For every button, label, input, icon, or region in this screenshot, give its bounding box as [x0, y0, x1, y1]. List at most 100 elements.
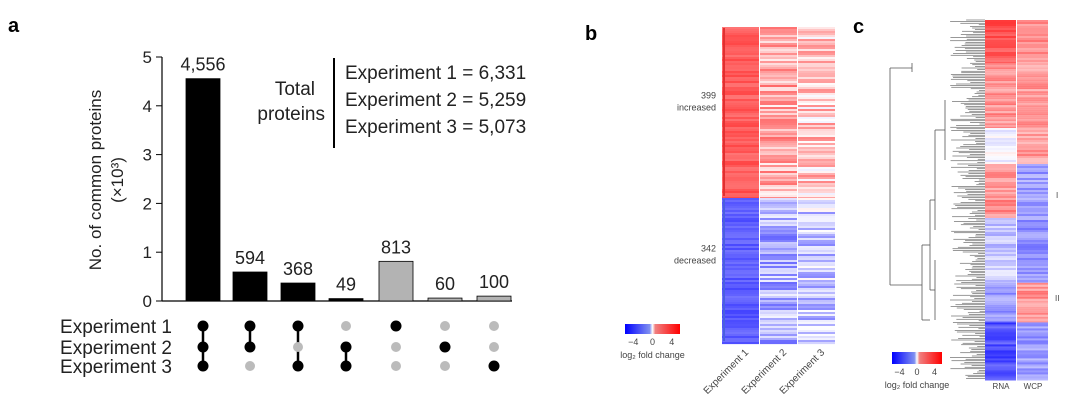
- heatmap-cell: [985, 152, 1016, 155]
- heatmap-cell: [722, 103, 759, 106]
- heatmap-cell: [985, 184, 1016, 187]
- heatmap-cell: [985, 372, 1016, 375]
- heatmap-cell: [722, 57, 759, 60]
- heatmap-cell: [1017, 115, 1048, 118]
- heatmap-cell: [1017, 136, 1048, 139]
- heatmap-cell: [1017, 184, 1048, 187]
- heatmap-cell: [985, 140, 1016, 143]
- heatmap-cell: [1017, 186, 1048, 189]
- heatmap-cell: [1017, 344, 1048, 347]
- heatmap-cell: [798, 236, 835, 239]
- colorbar-tick-label: 4: [932, 367, 937, 377]
- heatmap-cell: [760, 246, 797, 249]
- heatmap-cell: [722, 332, 759, 335]
- heatmap-cell: [760, 69, 797, 72]
- bar: [378, 260, 414, 302]
- heatmap-cell: [1017, 152, 1048, 155]
- heatmap-cell: [985, 24, 1016, 27]
- y-tick-label: 4: [143, 97, 152, 116]
- heatmap-cell: [722, 338, 759, 341]
- heatmap-cell: [798, 270, 835, 273]
- heatmap-cell: [722, 61, 759, 64]
- heatmap-cell: [1017, 60, 1048, 63]
- annotation-line: Experiment 3 = 5,073: [345, 117, 526, 138]
- heatmap-cell: [1017, 360, 1048, 363]
- heatmap-cell: [798, 338, 835, 341]
- heatmap-cell: [722, 200, 759, 203]
- heatmap-cell: [722, 193, 759, 196]
- heatmap-cell: [985, 318, 1016, 321]
- heatmap-cell: [798, 224, 835, 227]
- heatmap-cell: [985, 28, 1016, 31]
- heatmap-cell: [1017, 258, 1048, 261]
- heatmap-cell: [798, 33, 835, 36]
- membership-dot-filled: [244, 341, 256, 353]
- heatmap-cell: [985, 244, 1016, 247]
- heatmap-cell: [1017, 107, 1048, 110]
- membership-dot-filled: [439, 341, 451, 353]
- heatmap-cell: [1017, 150, 1048, 153]
- group-label: decreased: [674, 256, 716, 266]
- heatmap-cell: [798, 101, 835, 104]
- heatmap-cell: [760, 59, 797, 62]
- heatmap-cell: [760, 290, 797, 293]
- heatmap-cell: [1017, 286, 1048, 289]
- heatmap-cell: [722, 99, 759, 102]
- heatmap-cell: [1017, 304, 1048, 307]
- heatmap-cell: [985, 206, 1016, 209]
- heatmap-cell: [1017, 105, 1048, 108]
- heatmap-cell: [798, 145, 835, 148]
- heatmap-cell: [985, 342, 1016, 345]
- heatmap-cell: [1017, 276, 1048, 279]
- heatmap-cell: [722, 282, 759, 285]
- heatmap-cell: [760, 266, 797, 269]
- heatmap-cell: [985, 103, 1016, 106]
- heatmap-cell: [798, 244, 835, 247]
- heatmap-cell: [798, 71, 835, 74]
- heatmap-cell: [760, 336, 797, 339]
- heatmap-cell: [985, 109, 1016, 112]
- heatmap-cell: [1017, 274, 1048, 277]
- heatmap-cell: [760, 204, 797, 207]
- heatmap-cell: [985, 158, 1016, 161]
- heatmap-cell: [985, 200, 1016, 203]
- heatmap-cell: [760, 222, 797, 225]
- heatmap-cell: [985, 192, 1016, 195]
- heatmap-cell: [1017, 242, 1048, 245]
- heatmap-cell: [1017, 262, 1048, 265]
- heatmap-cell: [760, 139, 797, 142]
- heatmap-cell: [760, 302, 797, 305]
- heatmap-cell: [798, 95, 835, 98]
- heatmap-cell: [798, 202, 835, 205]
- group-count: 342: [701, 244, 716, 254]
- heatmap-cell: [798, 198, 835, 201]
- bar-value-label: 368: [283, 259, 313, 279]
- heatmap-cell: [722, 244, 759, 247]
- heatmap-cell: [798, 31, 835, 34]
- heatmap-cell: [1017, 312, 1048, 315]
- heatmap-cell: [1017, 320, 1048, 323]
- heatmap-cell: [1017, 101, 1048, 104]
- heatmap-cell: [722, 77, 759, 80]
- heatmap-cell: [985, 324, 1016, 327]
- heatmap-cell: [798, 254, 835, 257]
- heatmap-cell: [760, 300, 797, 303]
- heatmap-cell: [798, 195, 835, 198]
- heatmap-cell: [760, 224, 797, 227]
- heatmap-cell: [985, 67, 1016, 70]
- colorbar: [892, 352, 942, 364]
- heatmap-cell: [760, 276, 797, 279]
- heatmap-cell: [1017, 272, 1048, 275]
- heatmap-cell: [760, 177, 797, 180]
- heatmap-cell: [1017, 196, 1048, 199]
- heatmap-cell: [760, 260, 797, 263]
- heatmap-cell: [985, 95, 1016, 98]
- heatmap-cell: [722, 224, 759, 227]
- bar: [427, 297, 463, 302]
- heatmap-cell: [760, 179, 797, 182]
- heatmap-cell: [798, 125, 835, 128]
- heatmap-cell: [1017, 188, 1048, 191]
- bar-value-label: 594: [235, 248, 265, 268]
- heatmap-cell: [760, 165, 797, 168]
